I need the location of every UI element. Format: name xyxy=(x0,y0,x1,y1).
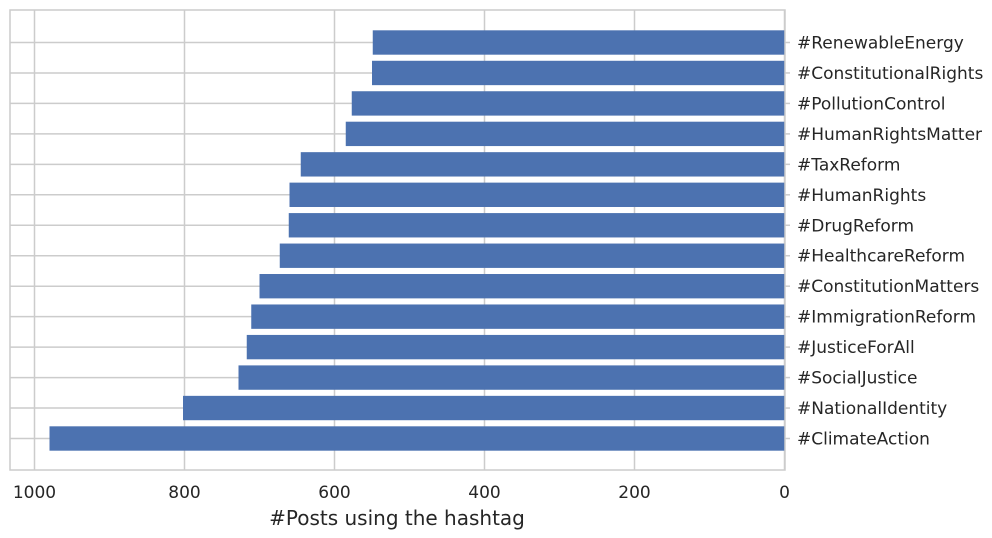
bar xyxy=(345,121,785,147)
x-tick-label: 0 xyxy=(779,483,790,503)
bar xyxy=(288,213,785,238)
category-label: #HumanRightsMatter xyxy=(797,125,982,145)
bar xyxy=(246,334,785,360)
category-label: #PollutionControl xyxy=(797,94,946,114)
bar xyxy=(372,30,785,55)
category-label: #HumanRights xyxy=(797,186,926,206)
x-tick-label: 400 xyxy=(468,483,500,503)
bar xyxy=(251,304,785,329)
category-label: #NationalIdentity xyxy=(797,399,947,419)
category-label: #TaxReform xyxy=(797,155,900,175)
bar xyxy=(351,91,785,116)
category-label: #DrugReform xyxy=(797,216,914,236)
bar xyxy=(49,426,785,451)
category-labels: #RenewableEnergy #ConstitutionalRights #Po… xyxy=(785,34,983,450)
category-label: #JusticeForAll xyxy=(797,338,915,358)
bar xyxy=(300,152,785,177)
bar xyxy=(259,274,785,299)
category-label: #ClimateAction xyxy=(797,430,930,450)
bars xyxy=(49,30,785,451)
x-tick-label: 200 xyxy=(618,483,650,503)
x-tick-label: 800 xyxy=(168,483,200,503)
category-label: #ImmigrationReform xyxy=(797,308,976,328)
category-label: #SocialJustice xyxy=(797,369,918,389)
x-tick-labels: 1000 800 600 400 200 0 xyxy=(13,483,790,503)
category-label: #RenewableEnergy xyxy=(797,34,964,54)
x-tick-label: 1000 xyxy=(13,483,56,503)
bar xyxy=(238,365,785,390)
plot-frame xyxy=(9,9,786,471)
bar xyxy=(279,243,785,268)
category-label: #HealthcareReform xyxy=(797,247,965,267)
category-label: #ConstitutionalRights xyxy=(797,64,983,84)
x-tick-label: 600 xyxy=(318,483,350,503)
bar xyxy=(372,60,785,86)
bar xyxy=(289,182,785,207)
x-axis-title: #Posts using the hashtag xyxy=(269,506,525,530)
category-label: #ConstitutionMatters xyxy=(797,277,979,297)
bar xyxy=(183,395,785,421)
